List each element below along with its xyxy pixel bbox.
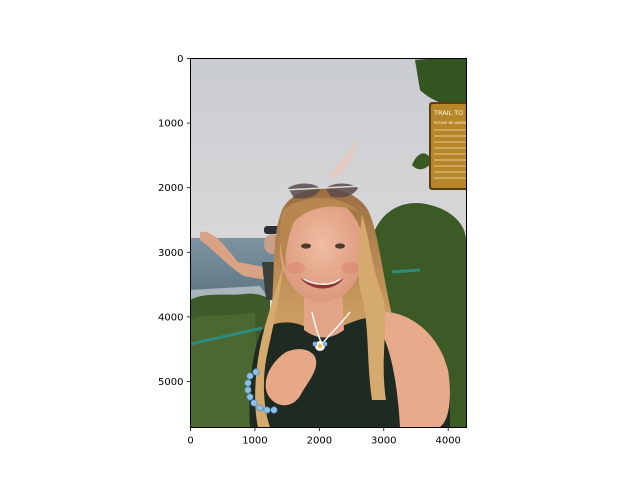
x-tick-label: 4000 (435, 436, 460, 447)
leaf-cluster (412, 153, 432, 170)
hair-right-strands (358, 214, 386, 400)
tree-top-right (415, 58, 466, 110)
sign-subtitle: PLEASE BE AWARE OF (434, 121, 473, 125)
hand (265, 349, 317, 406)
foliage-left-light (190, 312, 258, 427)
x-tick-label: 2000 (307, 436, 332, 447)
hair-left-strands (255, 260, 284, 427)
face (280, 198, 364, 302)
y-tick-label: 3000 (158, 248, 183, 259)
right-eye (335, 243, 345, 249)
x-tick-label: 0 (187, 436, 193, 447)
shoulder (380, 311, 450, 427)
smile (300, 278, 344, 289)
railing (190, 326, 263, 346)
photo-image: TRAIL TO K PLEASE BE AWARE OF (190, 58, 473, 427)
beaded-bracelet (244, 368, 278, 414)
railing-right (391, 268, 421, 274)
sign-title: TRAIL TO K (433, 109, 470, 117)
trail-sign: TRAIL TO K PLEASE BE AWARE OF (429, 102, 473, 190)
left-eye (301, 243, 311, 249)
y-tick-label: 2000 (158, 183, 183, 194)
sunglasses (283, 183, 363, 199)
y-tick-label: 5000 (158, 377, 183, 388)
axes-frame (190, 58, 467, 428)
y-tick-label: 1000 (158, 119, 183, 130)
y-axis: 0 1000 2000 3000 4000 5000 (158, 54, 191, 388)
neck (304, 290, 344, 338)
x-tick-label: 3000 (371, 436, 396, 447)
cloud-streak (328, 138, 357, 178)
flower-pendant (312, 341, 328, 351)
x-tick-label: 1000 (242, 436, 267, 447)
hair-front (279, 197, 362, 270)
y-tick-label: 4000 (158, 312, 183, 323)
y-tick-label: 0 (177, 54, 183, 65)
x-axis: 0 1000 2000 3000 4000 (187, 427, 461, 447)
